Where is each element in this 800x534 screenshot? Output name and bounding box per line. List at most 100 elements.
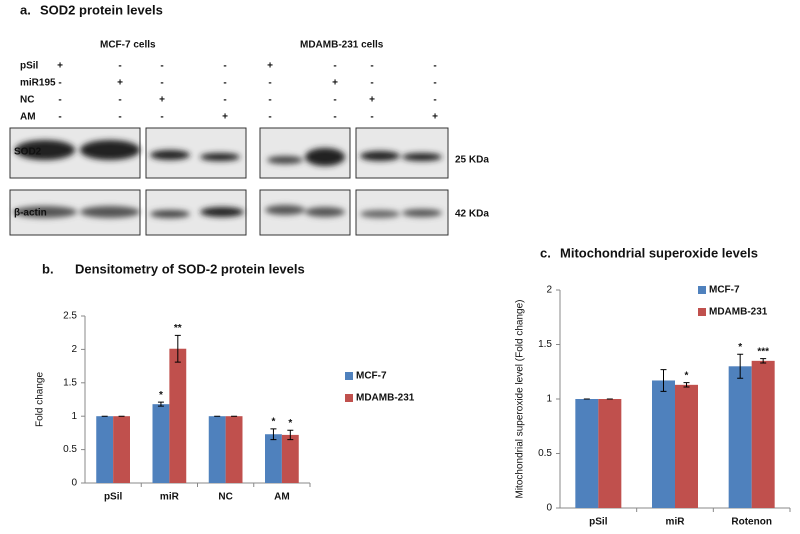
- panel-title: SOD2 protein levels: [40, 2, 163, 17]
- lane-mark: -: [268, 95, 271, 106]
- significance: ***: [757, 346, 769, 357]
- row-label: pSil: [20, 61, 39, 72]
- lane-mark: -: [160, 78, 163, 89]
- bar: [96, 416, 114, 483]
- x-tick-label: pSil: [589, 517, 608, 528]
- lane-mark: +: [117, 78, 123, 89]
- bar: [598, 399, 622, 508]
- y-tick-label: 1.5: [538, 339, 552, 350]
- chart-label: c.: [540, 245, 551, 260]
- lane-mark: +: [432, 112, 438, 123]
- significance: *: [271, 417, 275, 428]
- group-label: MCF-7 cells: [100, 40, 156, 51]
- lane-mark: +: [57, 61, 63, 72]
- legend-swatch: [345, 394, 353, 402]
- error-bar: [174, 334, 181, 363]
- y-tick-label: 2: [71, 344, 77, 355]
- legend-label: MDAMB-231: [709, 307, 768, 318]
- lane-mark: -: [160, 112, 163, 123]
- lane-mark: +: [159, 95, 165, 106]
- lane-mark: -: [370, 112, 373, 123]
- band-label: SOD2: [14, 147, 42, 158]
- legend-label: MCF-7: [709, 285, 740, 296]
- significance: **: [174, 323, 182, 334]
- x-tick-label: AM: [274, 492, 290, 503]
- row-label: miR195: [20, 78, 56, 89]
- y-tick-label: 1: [71, 411, 77, 422]
- chart-label: b.: [42, 261, 54, 276]
- lane-mark: -: [370, 78, 373, 89]
- bar: [281, 434, 299, 483]
- lane-mark: -: [433, 95, 436, 106]
- x-tick-label: pSil: [104, 492, 123, 503]
- lane-mark: -: [433, 61, 436, 72]
- lane-mark: -: [223, 61, 226, 72]
- panel-label: a.: [20, 2, 31, 17]
- lane-mark: -: [58, 78, 61, 89]
- legend-label: MCF-7: [356, 371, 387, 382]
- legend-swatch: [698, 286, 706, 294]
- significance: *: [288, 418, 292, 429]
- error-bar: [737, 353, 744, 379]
- x-tick-label: miR: [160, 492, 180, 503]
- lane-mark: -: [268, 78, 271, 89]
- bar: [113, 416, 130, 483]
- x-tick-label: miR: [666, 517, 686, 528]
- error-bar: [270, 428, 277, 441]
- y-tick-label: 2.5: [63, 311, 77, 322]
- blot-images: [9, 127, 449, 236]
- group-label: MDAMB-231 cells: [300, 40, 384, 51]
- y-tick-label: 2: [546, 285, 552, 296]
- bar: [652, 380, 675, 508]
- bar: [265, 434, 282, 483]
- lane-mark: -: [58, 95, 61, 106]
- lane-mark: +: [222, 112, 228, 123]
- lane-mark: -: [223, 78, 226, 89]
- error-bar: [157, 401, 164, 407]
- y-tick-label: 0.5: [63, 444, 77, 455]
- legend-label: MDAMB-231: [356, 393, 415, 404]
- y-tick-label: 0: [71, 478, 77, 489]
- size-label: 42 KDa: [455, 209, 489, 220]
- significance: *: [159, 390, 163, 401]
- x-tick-label: NC: [218, 492, 232, 503]
- lane-mark: -: [333, 95, 336, 106]
- lane-mark: -: [118, 112, 121, 123]
- lane-mark: +: [332, 78, 338, 89]
- row-label: NC: [20, 95, 34, 106]
- error-bar: [760, 358, 767, 364]
- legend-swatch: [345, 372, 353, 380]
- error-bar: [683, 382, 690, 388]
- bar: [751, 360, 775, 508]
- lane-mark: -: [118, 61, 121, 72]
- bar: [152, 404, 170, 483]
- chart-title: Densitometry of SOD-2 protein levels: [75, 261, 305, 276]
- lane-mark: -: [268, 112, 271, 123]
- lane-mark: -: [223, 95, 226, 106]
- y-tick-label: 0.5: [538, 448, 552, 459]
- chart-title: Mitochondrial superoxide levels: [560, 245, 758, 260]
- y-tick-label: 1.5: [63, 377, 77, 388]
- lane-mark: -: [58, 112, 61, 123]
- band-label: β-actin: [14, 208, 47, 219]
- bar: [208, 416, 226, 483]
- x-tick-label: Rotenon: [731, 517, 772, 528]
- error-bar: [660, 369, 667, 392]
- lane-mark: -: [160, 61, 163, 72]
- bar: [575, 399, 599, 508]
- y-tick-label: 0: [546, 503, 552, 514]
- significance: *: [738, 342, 742, 353]
- y-axis-label: Fold change: [35, 372, 46, 427]
- lane-mark: -: [333, 61, 336, 72]
- bar: [169, 348, 187, 483]
- legend-swatch: [698, 308, 706, 316]
- y-axis-label: Mitochondrial superoxide level (Fold cha…: [515, 300, 526, 499]
- error-bar: [287, 429, 294, 441]
- bar: [728, 366, 752, 508]
- lane-mark: -: [333, 112, 336, 123]
- lane-mark: -: [118, 95, 121, 106]
- size-label: 25 KDa: [455, 155, 489, 166]
- lane-mark: -: [370, 61, 373, 72]
- lane-mark: +: [369, 95, 375, 106]
